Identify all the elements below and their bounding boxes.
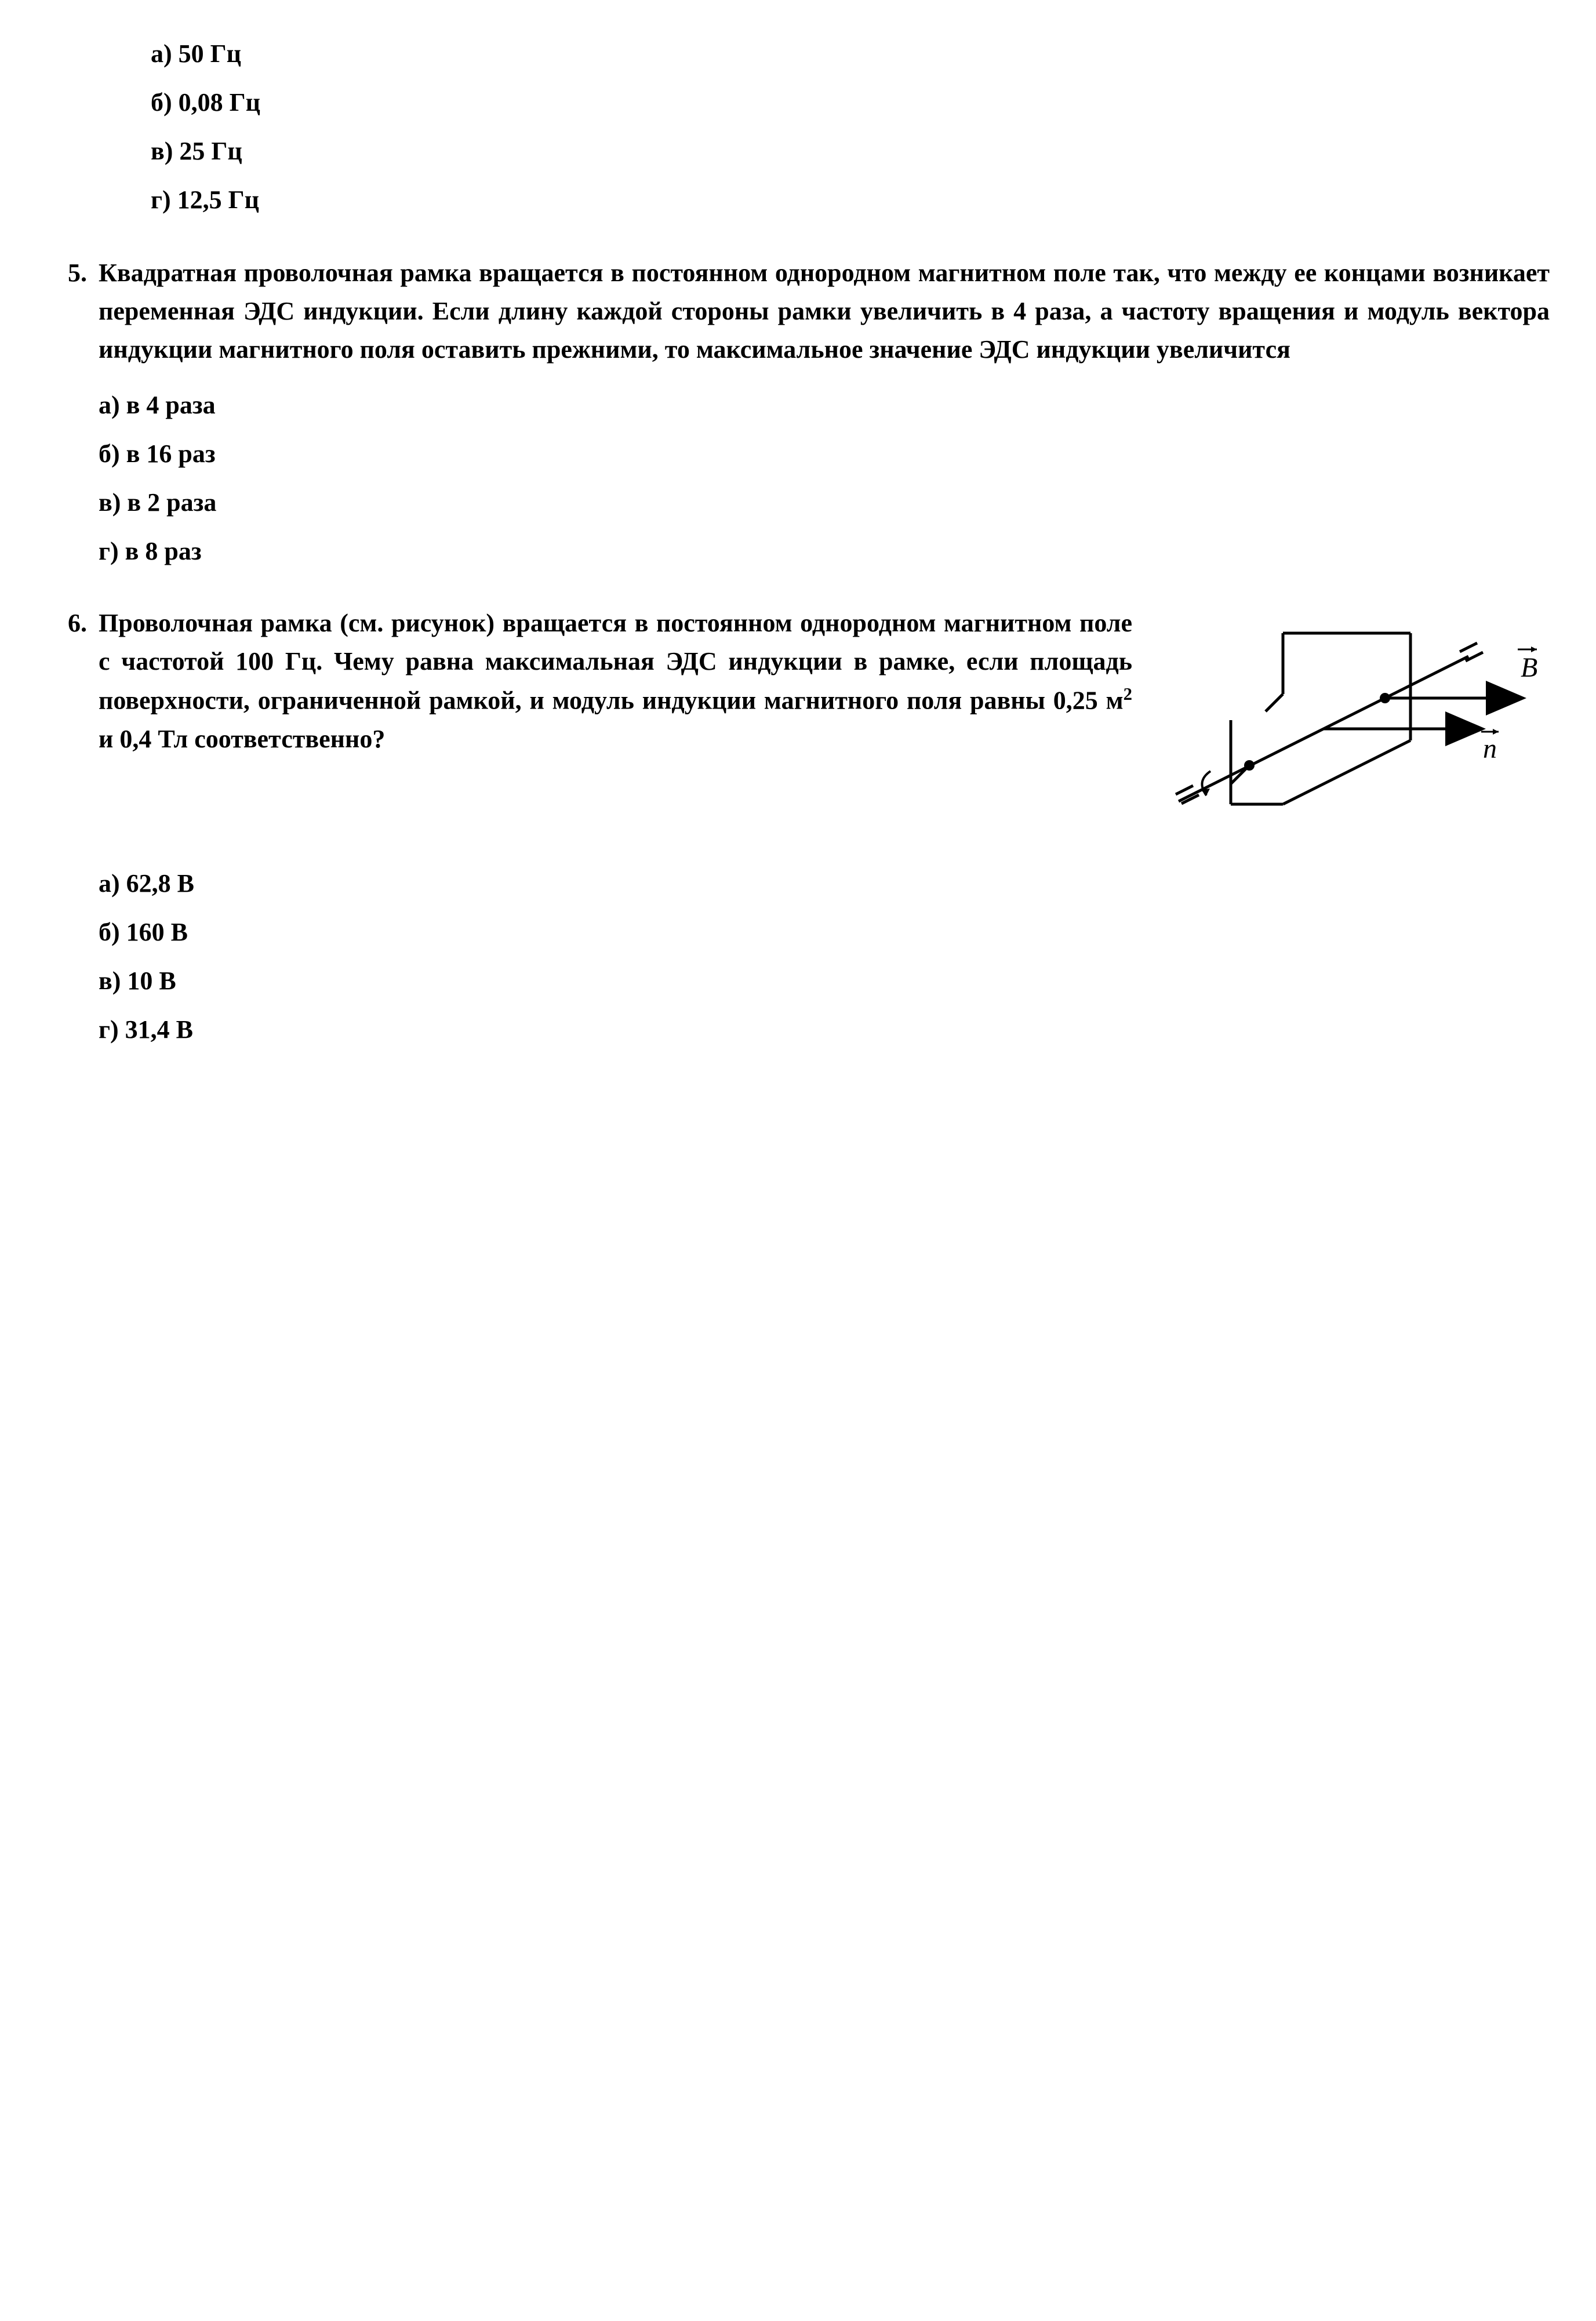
option-g: г) в 8 раз bbox=[99, 532, 1550, 571]
question-6-number: 6. bbox=[46, 604, 87, 642]
rotating-frame-figure: B n bbox=[1155, 610, 1550, 865]
question-6-text-part2: и 0,4 Тл соответственно? bbox=[99, 725, 385, 753]
axis-hash-left-1 bbox=[1176, 786, 1193, 794]
option-b: б) 0,08 Гц bbox=[151, 83, 1550, 122]
question-6-text-part1: Проволочная рамка (см. рисунок) вращаетс… bbox=[99, 609, 1132, 715]
option-v: в) 10 В bbox=[99, 962, 1550, 1000]
question-5-options: а) в 4 раза б) в 16 раз в) в 2 раза г) в… bbox=[99, 386, 1550, 571]
question-5: 5. Квадратная проволочная рамка вращаетс… bbox=[46, 254, 1550, 581]
option-g: г) 12,5 Гц bbox=[151, 181, 1550, 219]
b-label: B bbox=[1521, 652, 1537, 683]
option-v: в) в 2 раза bbox=[99, 484, 1550, 522]
option-g: г) 31,4 В bbox=[99, 1011, 1550, 1049]
question-5-text: Квадратная проволочная рамка вращается в… bbox=[99, 254, 1550, 369]
question-6: 6. Проволочная рамка (см. рисунок) враща… bbox=[46, 604, 1550, 1059]
lead-left-top bbox=[1266, 694, 1283, 711]
n-label: n bbox=[1483, 733, 1497, 764]
option-b: б) в 16 раз bbox=[99, 435, 1550, 473]
option-a: а) 50 Гц bbox=[151, 35, 1550, 73]
option-a: а) в 4 раза bbox=[99, 386, 1550, 424]
option-b: б) 160 В bbox=[99, 913, 1550, 951]
frame-bottom-right bbox=[1283, 740, 1410, 804]
question-5-number: 5. bbox=[46, 254, 87, 292]
question-4-options: а) 50 Гц б) 0,08 Гц в) 25 Гц г) 12,5 Гц bbox=[151, 35, 1550, 219]
b-vector-overline-head bbox=[1531, 646, 1537, 652]
option-a: а) 62,8 В bbox=[99, 865, 1550, 903]
superscript-2: 2 bbox=[1124, 684, 1132, 704]
frame-diagram-svg: B n bbox=[1155, 610, 1550, 853]
question-6-options: а) 62,8 В б) 160 В в) 10 В г) 31,4 В bbox=[99, 865, 1550, 1049]
option-v: в) 25 Гц bbox=[151, 132, 1550, 170]
question-6-text: Проволочная рамка (см. рисунок) вращаетс… bbox=[99, 604, 1132, 758]
axis-hash-right-1 bbox=[1460, 643, 1477, 652]
